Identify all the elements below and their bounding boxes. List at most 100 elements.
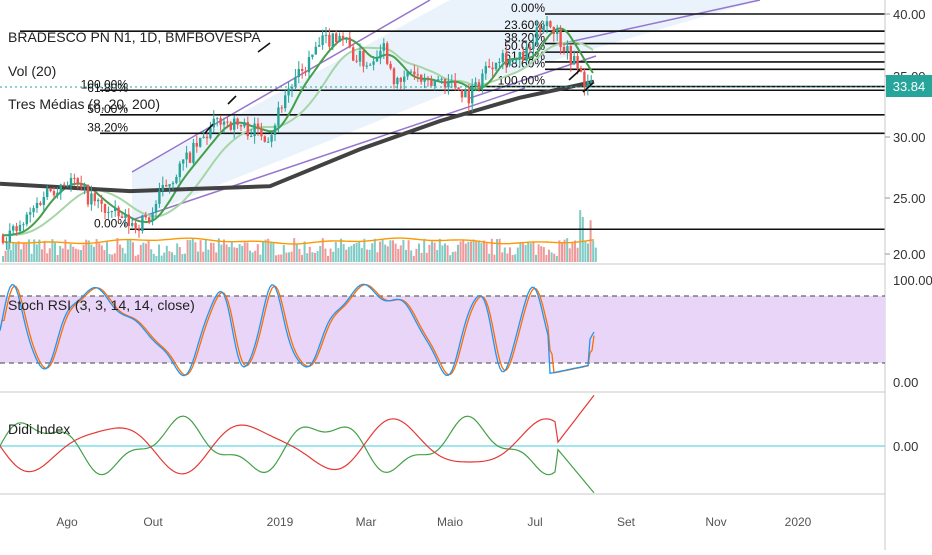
volume-bar xyxy=(334,242,337,262)
volume-bar xyxy=(498,238,501,262)
volume-bar xyxy=(457,244,459,262)
candle-body xyxy=(586,81,589,88)
volume-bar xyxy=(230,242,233,262)
candle-body xyxy=(219,118,222,125)
volume-bar xyxy=(308,246,311,262)
legend-symbol[interactable]: BRADESCO PN N1, 1D, BMFBOVESPA xyxy=(8,29,261,45)
candle-body xyxy=(481,73,484,88)
candle-body xyxy=(576,55,579,68)
candle-body xyxy=(335,33,338,43)
legend-volume[interactable]: Vol (20) xyxy=(8,63,56,79)
candle-body xyxy=(590,81,593,83)
candle-body xyxy=(535,27,538,45)
candle-body xyxy=(270,135,273,142)
candle-body xyxy=(52,191,56,196)
volume-bar xyxy=(316,251,319,262)
volume-bar xyxy=(212,242,215,262)
legend-averages[interactable]: Tres Médias (8, 20, 200) xyxy=(8,96,160,112)
volume-bar xyxy=(493,254,496,262)
volume-bar xyxy=(581,217,584,262)
volume-bar xyxy=(532,241,535,262)
candle-body xyxy=(100,199,103,204)
candle-body xyxy=(267,141,270,143)
candle-body xyxy=(498,61,501,63)
candle-body xyxy=(379,50,382,59)
volume-bar xyxy=(61,248,64,262)
candle-body xyxy=(474,82,477,86)
volume-bar xyxy=(288,252,290,262)
volume-bar xyxy=(147,240,150,262)
candle-body xyxy=(233,118,236,130)
candle-body xyxy=(202,136,205,138)
volume-bar xyxy=(87,240,90,262)
legend-stoch[interactable]: Stoch RSI (3, 3, 14, 14, close) xyxy=(8,297,195,313)
candle-body xyxy=(345,37,348,40)
candle-body xyxy=(420,74,423,82)
volume-bar xyxy=(277,254,280,262)
volume-bar xyxy=(38,239,41,262)
volume-bar xyxy=(522,243,524,262)
volume-bar xyxy=(262,241,264,262)
volume-bars xyxy=(1,210,597,262)
volume-bar xyxy=(254,250,257,262)
volume-bar xyxy=(514,254,517,262)
volume-bar xyxy=(337,248,340,262)
candle-body xyxy=(433,80,436,86)
didi-green-line xyxy=(0,415,595,494)
candle-body xyxy=(124,214,127,219)
candle-body xyxy=(216,118,219,120)
volume-bar xyxy=(576,247,579,262)
candle-body xyxy=(144,215,147,218)
candle-body xyxy=(369,64,372,66)
volume-bar xyxy=(93,246,95,262)
candle-body xyxy=(501,53,504,62)
volume-bar xyxy=(587,243,589,262)
candle-body xyxy=(386,43,389,64)
volume-bar xyxy=(589,220,592,262)
volume-bar xyxy=(142,242,145,262)
volume-bar xyxy=(176,243,179,262)
legend-didi[interactable]: Didi Index xyxy=(8,421,70,437)
candle-body xyxy=(406,71,409,77)
candle-body xyxy=(273,125,277,136)
volume-bar xyxy=(509,247,511,262)
volume-bar xyxy=(529,243,532,262)
volume-bar xyxy=(233,247,236,262)
volume-bar xyxy=(285,252,288,262)
last-price-tag-bg xyxy=(886,75,932,97)
fib-label-right: 50.00% xyxy=(504,39,545,53)
candle-body xyxy=(117,207,120,217)
candle-body xyxy=(477,82,481,88)
candle-body xyxy=(212,118,215,128)
volume-bar xyxy=(321,238,324,262)
volume-bar xyxy=(15,243,17,262)
fibonacci-levels: 100.00%61.80%50.00%38.20%0.00%0.00%23.60… xyxy=(20,1,885,230)
candle-body xyxy=(69,177,73,186)
volume-bar xyxy=(483,240,485,262)
volume-bar xyxy=(433,242,436,262)
volume-bar xyxy=(584,241,587,262)
volume-bar xyxy=(275,255,277,262)
volume-bar xyxy=(155,255,158,262)
candle-body xyxy=(467,89,470,104)
candle-body xyxy=(508,60,511,66)
volume-bar xyxy=(82,244,85,262)
candle-body xyxy=(175,176,178,184)
volume-bar xyxy=(215,252,218,262)
candle-body xyxy=(545,21,549,27)
candle-body xyxy=(5,242,8,244)
volume-bar xyxy=(324,248,327,262)
x-tick-maio: Maio xyxy=(437,515,463,529)
candle-body xyxy=(392,68,396,85)
y-tick-40: 40.00 xyxy=(893,7,926,22)
didi-red-line xyxy=(0,394,595,475)
candle-body xyxy=(250,136,253,138)
volume-bar xyxy=(194,242,197,262)
candle-body xyxy=(168,184,171,187)
volume-bar xyxy=(332,251,335,262)
channel-lower-line xyxy=(131,87,526,221)
volume-bar xyxy=(545,254,548,262)
volume-bar xyxy=(267,238,270,262)
volume-bar xyxy=(186,239,189,262)
